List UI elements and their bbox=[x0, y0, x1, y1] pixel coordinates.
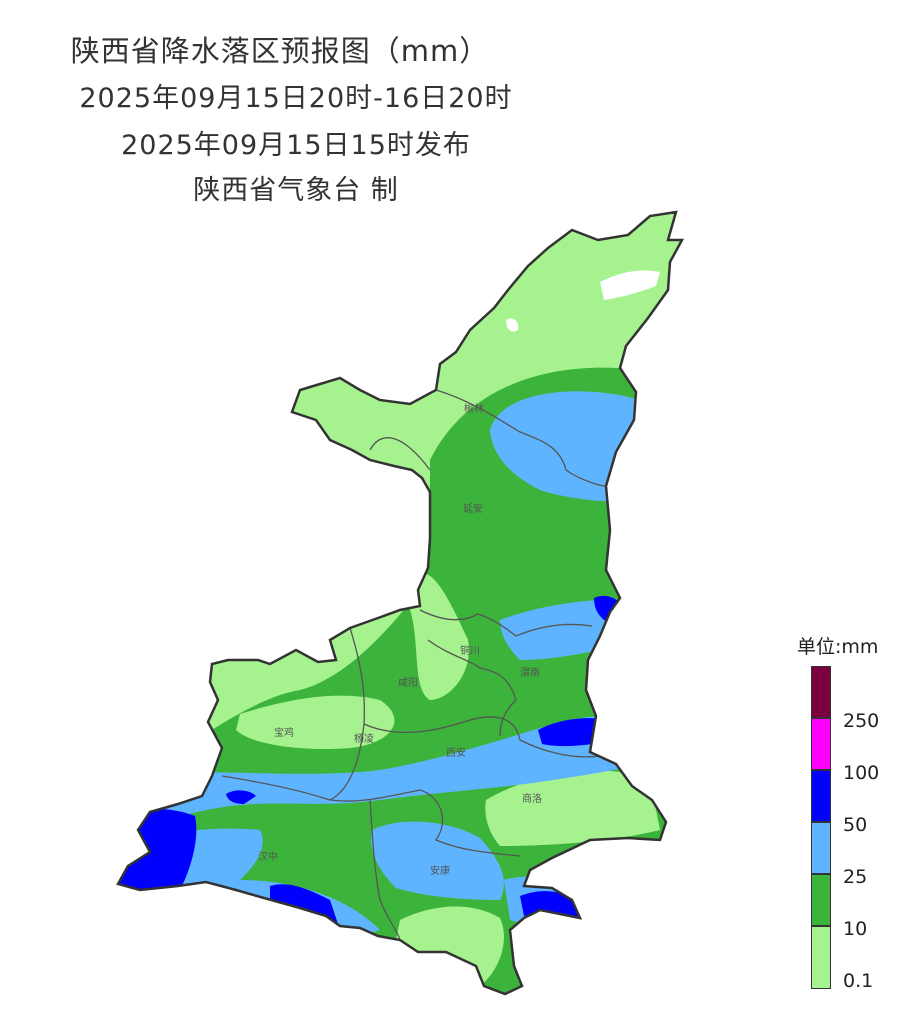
legend-label-10: 10 bbox=[843, 918, 868, 940]
legend-swatch-50-100 bbox=[811, 770, 831, 822]
map-title: 陕西省降水落区预报图（mm） bbox=[70, 34, 490, 68]
city-label-tongchuan: 铜川 bbox=[460, 645, 480, 657]
city-label-hanzhong: 汉中 bbox=[258, 850, 278, 863]
issuer-label: 陕西省气象台 制 bbox=[193, 175, 399, 206]
legend-swatch-250plus bbox=[811, 666, 831, 718]
city-label-xian: 西安 bbox=[446, 746, 466, 759]
legend-label-250: 250 bbox=[843, 710, 880, 732]
legend-label-50: 50 bbox=[843, 814, 868, 836]
forecast-period: 2025年09月15日20时-16日20时 bbox=[79, 83, 513, 114]
city-label-yangling: 杨凌 bbox=[354, 732, 374, 745]
city-label-shangluo: 商洛 bbox=[522, 792, 542, 805]
legend-unit: 单位:mm bbox=[797, 636, 879, 658]
city-label-weinan: 渭南 bbox=[520, 666, 540, 679]
city-label-yulin: 榆林 bbox=[464, 402, 484, 415]
city-labels: 榆林 延安 铜川 渭南 咸阳 宝鸡 杨凌 西安 商洛 汉中 安康 bbox=[258, 402, 542, 877]
legend-label-25: 25 bbox=[843, 866, 868, 888]
city-label-ankang: 安康 bbox=[430, 864, 450, 877]
city-label-xianyang: 咸阳 bbox=[398, 677, 418, 689]
legend-swatch-25-50 bbox=[811, 822, 831, 874]
legend-swatch-0-10 bbox=[811, 926, 831, 989]
legend-label-100: 100 bbox=[843, 762, 880, 784]
legend-swatch-100-250 bbox=[811, 718, 831, 770]
city-label-yanan: 延安 bbox=[463, 502, 483, 515]
legend-label-0-1: 0.1 bbox=[843, 970, 874, 992]
issue-time: 2025年09月15日15时发布 bbox=[121, 130, 471, 161]
legend-swatch-10-25 bbox=[811, 874, 831, 926]
city-boundaries bbox=[221, 389, 607, 941]
city-label-baoji: 宝鸡 bbox=[274, 726, 294, 739]
